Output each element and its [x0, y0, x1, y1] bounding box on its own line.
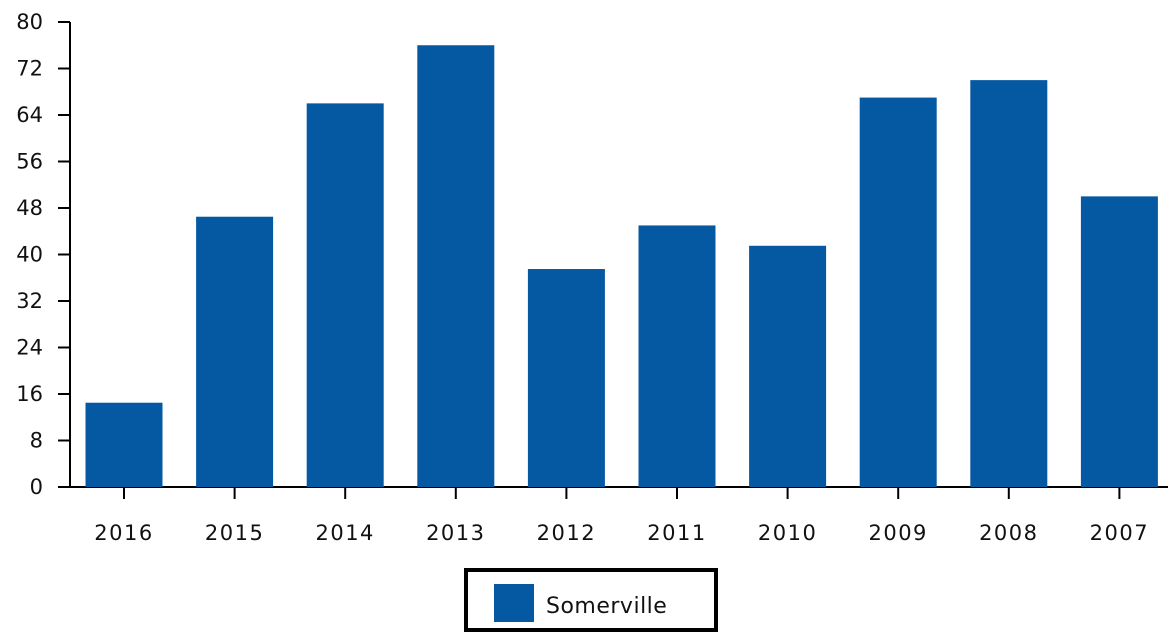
- x-tick-label: 2009: [868, 521, 927, 545]
- y-tick-label: 56: [16, 150, 43, 174]
- bar-2007: [1080, 196, 1158, 487]
- y-tick-label: 72: [16, 57, 43, 81]
- x-tick-label: 2016: [94, 521, 153, 545]
- bar-2012: [527, 269, 605, 487]
- x-tick-label: 2014: [315, 521, 374, 545]
- legend-label-somerville: Somerville: [546, 594, 667, 619]
- y-tick-label: 64: [16, 103, 43, 127]
- bar-2015: [196, 216, 274, 487]
- bar-2008: [970, 80, 1048, 487]
- bar-2009: [859, 97, 937, 487]
- x-tick-label: 2010: [758, 521, 817, 545]
- bar-2013: [417, 45, 495, 487]
- x-tick-label: 2007: [1090, 521, 1149, 545]
- x-tick-label: 2013: [426, 521, 485, 545]
- y-tick-label: 48: [16, 196, 43, 220]
- y-axis: 0 8 16 24 32 40 48 56 64 72 80: [16, 10, 71, 499]
- y-tick-label: 40: [16, 243, 43, 267]
- y-tick-label: 32: [16, 289, 43, 313]
- legend-swatch-somerville: [494, 584, 534, 622]
- x-tick-label: 2012: [537, 521, 596, 545]
- x-tick-label: 2011: [647, 521, 706, 545]
- x-tick-label: 2015: [205, 521, 264, 545]
- bar-2014: [306, 103, 384, 487]
- legend: Somerville: [464, 568, 718, 632]
- y-tick-label: 24: [16, 336, 43, 360]
- bar-2010: [749, 245, 827, 487]
- y-tick-label: 16: [16, 382, 43, 406]
- y-tick-label: 80: [16, 10, 43, 34]
- x-axis: 2016 2015 2014 2013 2012 2011 2010 2009 2008 2007: [69, 486, 1168, 545]
- bar-2011: [638, 225, 716, 487]
- bars: [85, 45, 1158, 487]
- y-tick-label: 8: [30, 429, 43, 453]
- x-tick-label: 2008: [979, 521, 1038, 545]
- bar-2016: [85, 402, 163, 487]
- y-tick-label: 0: [30, 475, 43, 499]
